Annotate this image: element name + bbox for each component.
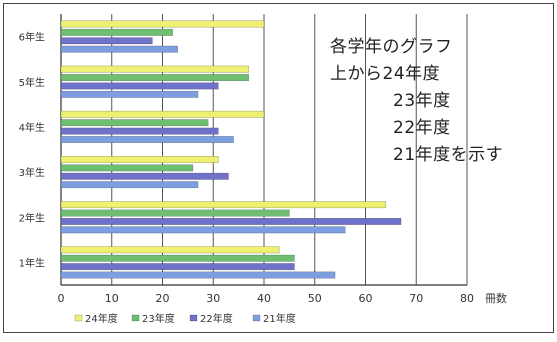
- legend-label: 24年度: [85, 312, 118, 325]
- bar: [60, 226, 346, 234]
- legend-label: 23年度: [142, 312, 175, 325]
- x-tick-label: 0: [58, 292, 65, 305]
- bar: [60, 201, 387, 209]
- annotation-line-5: 21年度を示す: [393, 145, 504, 165]
- bar: [60, 271, 336, 279]
- bar: [60, 209, 290, 217]
- bar: [60, 20, 265, 28]
- legend-swatch: [131, 314, 140, 322]
- x-tick-label: 80: [460, 292, 474, 305]
- bar: [60, 37, 153, 45]
- x-tick-label: 30: [206, 292, 220, 305]
- x-tick-label: 50: [308, 292, 322, 305]
- bar: [60, 90, 199, 98]
- category-label: 2年生: [19, 211, 45, 224]
- annotation-line-1: 各学年のグラフ: [330, 37, 453, 57]
- bar: [60, 45, 178, 53]
- x-tick-label: 20: [156, 292, 170, 305]
- bar: [60, 164, 194, 172]
- bar: [60, 246, 280, 254]
- category-label: 6年生: [19, 31, 45, 44]
- category-label: 3年生: [19, 166, 45, 179]
- bar: [60, 119, 209, 127]
- legend-swatch: [74, 314, 83, 322]
- chart-border: [3, 3, 554, 333]
- legend-swatch: [189, 314, 198, 322]
- x-tick-label: 70: [409, 292, 423, 305]
- category-label: 1年生: [19, 256, 45, 269]
- bar: [60, 74, 250, 81]
- bar: [60, 136, 234, 143]
- annotation-line-2: 上から24年度: [330, 64, 441, 84]
- bar: [60, 65, 250, 73]
- bar: [60, 263, 295, 271]
- x-tick-label: 40: [257, 292, 271, 305]
- bar: [60, 82, 219, 90]
- annotation-line-3: 23年度: [393, 91, 451, 111]
- x-tick-label: 10: [105, 292, 119, 305]
- bar: [60, 181, 199, 189]
- category-label: 5年生: [19, 76, 45, 89]
- legend-label: 22年度: [200, 312, 233, 325]
- bar: [60, 110, 265, 118]
- bar: [60, 28, 173, 36]
- category-label: 4年生: [19, 121, 45, 134]
- bar: [60, 254, 295, 262]
- bar: [60, 218, 402, 225]
- annotation-line-4: 22年度: [393, 118, 451, 138]
- x-axis-label: 冊数: [485, 292, 507, 305]
- legend-label: 21年度: [263, 312, 296, 325]
- bar: [60, 172, 229, 180]
- bar: [60, 127, 219, 135]
- x-tick-label: 60: [359, 292, 373, 305]
- bar: [60, 156, 219, 163]
- legend-swatch: [252, 314, 261, 322]
